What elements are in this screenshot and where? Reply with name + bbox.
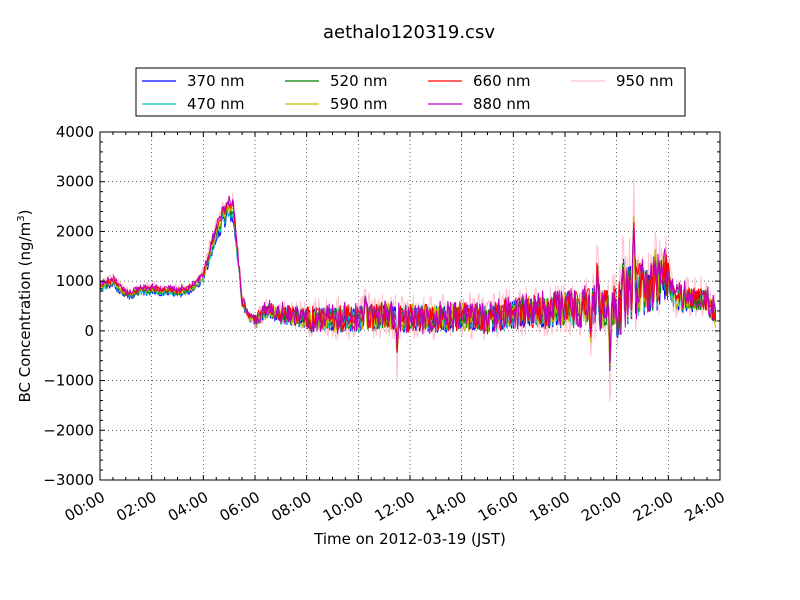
x-tick-label: 00:00: [62, 488, 108, 525]
y-tick-label: 3000: [56, 173, 94, 191]
y-tick-label: −3000: [43, 471, 94, 489]
y-tick-label: 4000: [56, 123, 94, 141]
legend-label: 880 nm: [473, 95, 531, 113]
legend-label: 520 nm: [330, 72, 388, 90]
series-line-370-nm: [100, 209, 717, 371]
y-tick-label: 1000: [56, 272, 94, 290]
y-tick-label: −2000: [43, 421, 94, 439]
x-tick-label: 02:00: [113, 488, 159, 525]
x-tick-label: 22:00: [630, 488, 676, 525]
series-line-520-nm: [100, 203, 717, 368]
x-tick-label: 20:00: [578, 488, 624, 525]
legend: 370 nm 470 nm 520 nm 590 nm 660 nm 880 nm 950 …: [135, 67, 686, 117]
series-line-950-nm: [100, 179, 717, 402]
x-tick-label: 18:00: [527, 488, 573, 525]
chart-title: aethalo120319.csv: [323, 22, 495, 43]
y-tick-label: 0: [84, 322, 94, 340]
y-axis-label: BC Concentration (ng/m3): [16, 210, 34, 403]
x-tick-label: 12:00: [372, 488, 418, 525]
legend-label: 370 nm: [187, 72, 245, 90]
legend-label: 470 nm: [187, 95, 245, 113]
legend-label: 590 nm: [330, 95, 388, 113]
x-tick-label: 14:00: [423, 488, 469, 525]
legend-label: 950 nm: [616, 72, 674, 90]
x-tick-label: 10:00: [320, 488, 366, 525]
x-tick-label: 06:00: [217, 488, 263, 525]
x-axis-label: Time on 2012-03-19 (JST): [313, 530, 506, 548]
x-tick-label: 16:00: [475, 488, 521, 525]
y-tick-label: 2000: [56, 222, 94, 240]
x-tick-label: 08:00: [268, 488, 314, 525]
legend-label: 660 nm: [473, 72, 531, 90]
series-line-880-nm: [100, 195, 717, 363]
x-tick-label: 24:00: [682, 488, 728, 525]
x-tick-label: 04:00: [165, 488, 211, 525]
y-tick-label: −1000: [43, 372, 94, 390]
